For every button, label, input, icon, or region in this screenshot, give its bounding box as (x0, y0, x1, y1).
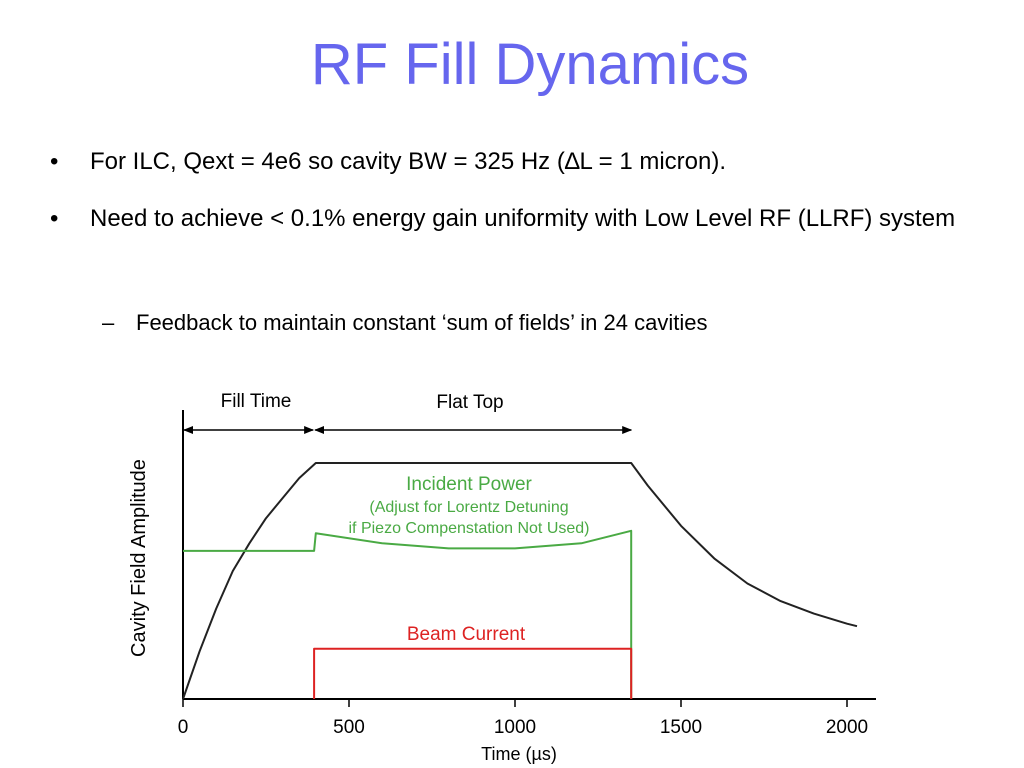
bullet-marker: • (50, 205, 59, 232)
x-tick-label: 2000 (826, 717, 868, 738)
beam-current-line (313, 647, 633, 699)
beam-current-label: Beam Current (407, 624, 526, 645)
x-tick-label: 1000 (494, 717, 536, 738)
incident-power-line (183, 529, 633, 699)
y-axis-label: Cavity Field Amplitude (128, 459, 150, 657)
bullet-text: For ILC, Qext = 4e6 so cavity BW = 325 H… (90, 148, 727, 175)
x-tick-label: 1500 (660, 717, 702, 738)
incident-power-note-2: if Piezo Compenstation Not Used) (349, 520, 590, 537)
x-axis-label: Time (µs) (481, 744, 557, 764)
incident-power-label: Incident Power (406, 474, 532, 495)
incident-power-note-1: (Adjust for Lorentz Detuning (369, 499, 568, 516)
bullet-text: Need to achieve < 0.1% energy gain unifo… (90, 205, 956, 232)
x-tick-label: 500 (333, 717, 365, 738)
cavity-field-line (182, 462, 858, 700)
flat-top-label: Flat Top (436, 392, 503, 413)
x-tick-label: 0 (178, 717, 189, 738)
slide-title: RF Fill Dynamics (310, 32, 750, 97)
sub-bullet-marker: – (102, 310, 115, 335)
sub-bullet-text: Feedback to maintain constant ‘sum of fi… (136, 310, 708, 335)
fill-time-label: Fill Time (221, 391, 292, 412)
bullet-marker: • (50, 148, 59, 175)
